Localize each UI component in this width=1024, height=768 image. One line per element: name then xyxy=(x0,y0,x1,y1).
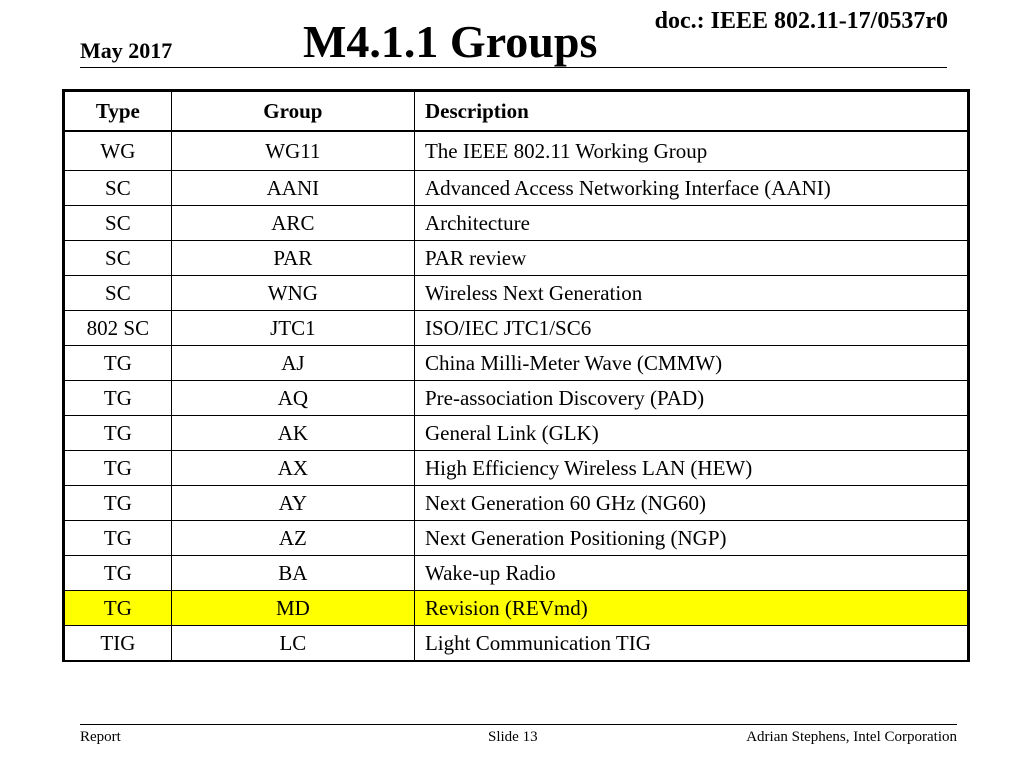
type-cell: TG xyxy=(62,415,172,451)
description-cell: Wake-up Radio xyxy=(413,555,971,591)
group-cell: AY xyxy=(170,485,415,521)
table-body: WG WG11 The IEEE 802.11 Working Group SC AAN… xyxy=(62,130,971,662)
group-cell: AQ xyxy=(170,380,415,416)
table-row: SC AANI Advanced Access Networking Interfa… xyxy=(62,170,971,206)
group-cell: WNG xyxy=(170,275,415,311)
description-cell: Wireless Next Generation xyxy=(413,275,971,311)
description-cell: Next Generation Positioning (NGP) xyxy=(413,520,971,556)
type-cell: SC xyxy=(62,275,172,311)
table-row: SC PAR PAR review xyxy=(62,240,971,276)
table-row: TG AY Next Generation 60 GHz (NG60) xyxy=(62,485,971,521)
type-cell: TG xyxy=(62,590,172,626)
table-row: TG AK General Link (GLK) xyxy=(62,415,971,451)
description-cell: ISO/IEC JTC1/SC6 xyxy=(413,310,971,346)
group-cell: JTC1 xyxy=(170,310,415,346)
document-id: doc.: IEEE 802.11-17/0537r0 xyxy=(654,8,948,34)
column-header-group: Group xyxy=(170,89,415,132)
groups-table-container: Type Group Description WG WG11 The IEEE 80… xyxy=(62,89,971,662)
group-cell: AJ xyxy=(170,345,415,381)
group-cell: AANI xyxy=(170,170,415,206)
table-row: WG WG11 The IEEE 802.11 Working Group xyxy=(62,130,971,171)
table-row: TG MD Revision (REVmd) xyxy=(62,590,971,626)
table-header-row: Type Group Description xyxy=(62,89,971,132)
group-cell: AX xyxy=(170,450,415,486)
type-cell: TG xyxy=(62,380,172,416)
type-cell: TG xyxy=(62,555,172,591)
description-cell: Revision (REVmd) xyxy=(413,590,971,626)
type-cell: TG xyxy=(62,485,172,521)
footer-divider xyxy=(80,724,957,725)
groups-table: Type Group Description WG WG11 The IEEE 80… xyxy=(62,89,971,662)
group-cell: PAR xyxy=(170,240,415,276)
description-cell: China Milli-Meter Wave (CMMW) xyxy=(413,345,971,381)
table-row: TIG LC Light Communication TIG xyxy=(62,625,971,662)
description-cell: Next Generation 60 GHz (NG60) xyxy=(413,485,971,521)
description-cell: Light Communication TIG xyxy=(413,625,971,662)
description-cell: The IEEE 802.11 Working Group xyxy=(413,130,971,171)
type-cell: TG xyxy=(62,450,172,486)
column-header-description: Description xyxy=(413,89,971,132)
group-cell: BA xyxy=(170,555,415,591)
group-cell: AK xyxy=(170,415,415,451)
type-cell: WG xyxy=(62,130,172,171)
type-cell: TIG xyxy=(62,625,172,662)
description-cell: Architecture xyxy=(413,205,971,241)
table-row: TG AJ China Milli-Meter Wave (CMMW) xyxy=(62,345,971,381)
table-row: TG AZ Next Generation Positioning (NGP) xyxy=(62,520,971,556)
slide-number: Slide 13 xyxy=(488,729,538,745)
description-cell: PAR review xyxy=(413,240,971,276)
description-cell: High Efficiency Wireless LAN (HEW) xyxy=(413,450,971,486)
description-cell: General Link (GLK) xyxy=(413,415,971,451)
column-header-type: Type xyxy=(62,89,172,132)
table-row: SC WNG Wireless Next Generation xyxy=(62,275,971,311)
table-row: SC ARC Architecture xyxy=(62,205,971,241)
header-divider xyxy=(80,67,947,68)
slide-title: M4.1.1 Groups xyxy=(303,16,598,67)
table-row: TG BA Wake-up Radio xyxy=(62,555,971,591)
type-cell: TG xyxy=(62,520,172,556)
type-cell: TG xyxy=(62,345,172,381)
group-cell: LC xyxy=(170,625,415,662)
type-cell: SC xyxy=(62,170,172,206)
description-cell: Pre-association Discovery (PAD) xyxy=(413,380,971,416)
group-cell: MD xyxy=(170,590,415,626)
footer-author: Adrian Stephens, Intel Corporation xyxy=(746,729,957,745)
group-cell: AZ xyxy=(170,520,415,556)
group-cell: ARC xyxy=(170,205,415,241)
document-date: May 2017 xyxy=(80,38,173,63)
description-cell: Advanced Access Networking Interface (AA… xyxy=(413,170,971,206)
table-row: TG AX High Efficiency Wireless LAN (HEW) xyxy=(62,450,971,486)
type-cell: 802 SC xyxy=(62,310,172,346)
footer-report-label: Report xyxy=(80,729,121,745)
type-cell: SC xyxy=(62,240,172,276)
group-cell: WG11 xyxy=(170,130,415,171)
type-cell: SC xyxy=(62,205,172,241)
table-row: 802 SC JTC1 ISO/IEC JTC1/SC6 xyxy=(62,310,971,346)
table-row: TG AQ Pre-association Discovery (PAD) xyxy=(62,380,971,416)
